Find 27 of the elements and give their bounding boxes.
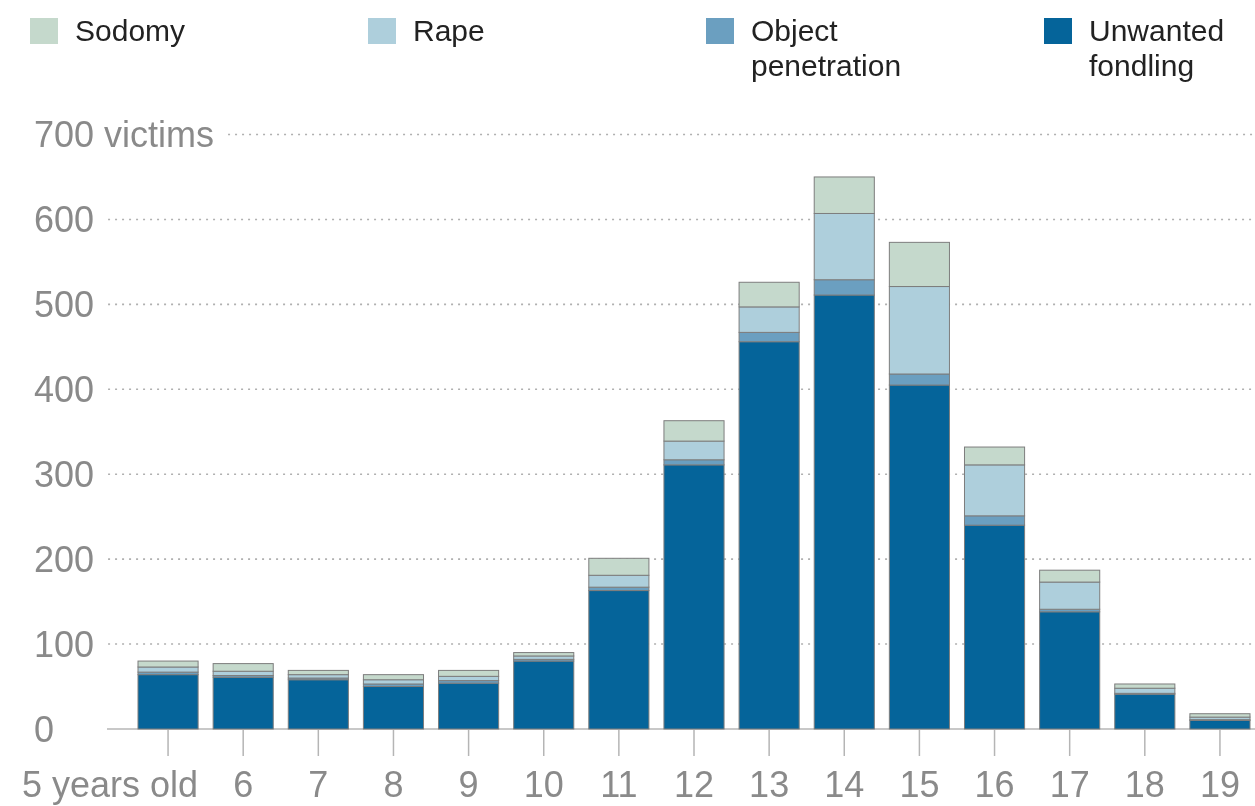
legend-label: Object penetration [751,14,902,82]
x-tick-label: 11 [600,764,638,805]
y-tick-label: 400 [34,369,95,411]
x-tick-label: 10 [523,764,564,805]
x-tick-label: 14 [824,764,865,805]
y-tick-label: 700 victims [34,114,215,156]
y-tick-label: 300 [34,454,95,496]
legend-label: Sodomy [75,14,186,47]
x-tick-label: 13 [749,764,790,805]
y-tick-label: 100 [34,624,95,666]
x-tick-label: 6 [233,764,254,805]
x-tick-label: 9 [458,764,479,805]
legend-label: Unwanted fondling [1089,14,1225,82]
x-tick-label: 8 [383,764,404,805]
y-tick-label: 600 [34,199,95,241]
y-tick-label: 200 [34,539,95,581]
x-tick-label: 12 [673,764,715,805]
x-tick-label: 17 [1049,764,1090,805]
x-tick-label: 16 [974,764,1015,805]
x-tick-label: 5 years old [22,764,199,805]
x-tick-label: 19 [1199,764,1240,805]
x-tick-label: 15 [899,764,940,805]
x-tick-label: 18 [1124,764,1165,805]
y-tick-label: 0 [34,708,55,750]
legend-label: Rape [413,14,485,47]
x-tick-label: 7 [308,764,329,805]
y-tick-label: 500 [34,284,95,326]
